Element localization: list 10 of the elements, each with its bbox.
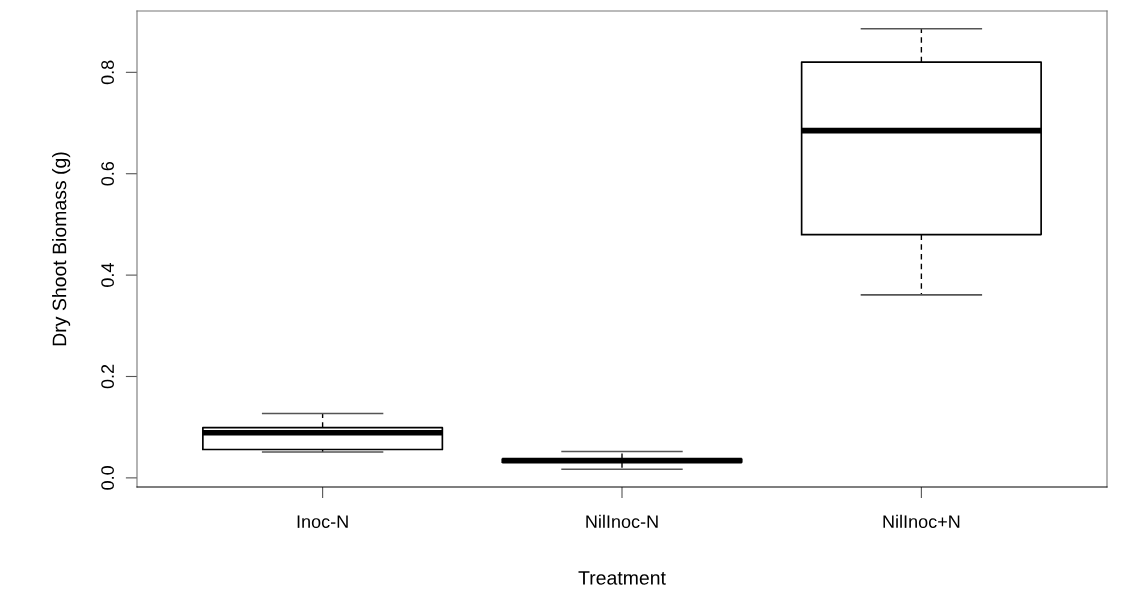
y-tick-label: 0.8 — [101, 60, 114, 85]
x-tick-label: Inoc-N — [297, 515, 348, 529]
x-tick-label: NilInoc-N — [586, 514, 658, 529]
y-tick-label: 0.0 — [101, 466, 114, 490]
y-tick-label: 0.4 — [101, 263, 114, 287]
y-tick-label: 0.2 — [101, 364, 114, 389]
y-axis-title: Dry Shoot Biomass (g) — [52, 152, 71, 346]
x-tick-label: NilInoc+N — [883, 514, 960, 529]
x-axis-title: Treatment — [578, 571, 666, 585]
y-tick-label: 0.6 — [101, 161, 114, 186]
